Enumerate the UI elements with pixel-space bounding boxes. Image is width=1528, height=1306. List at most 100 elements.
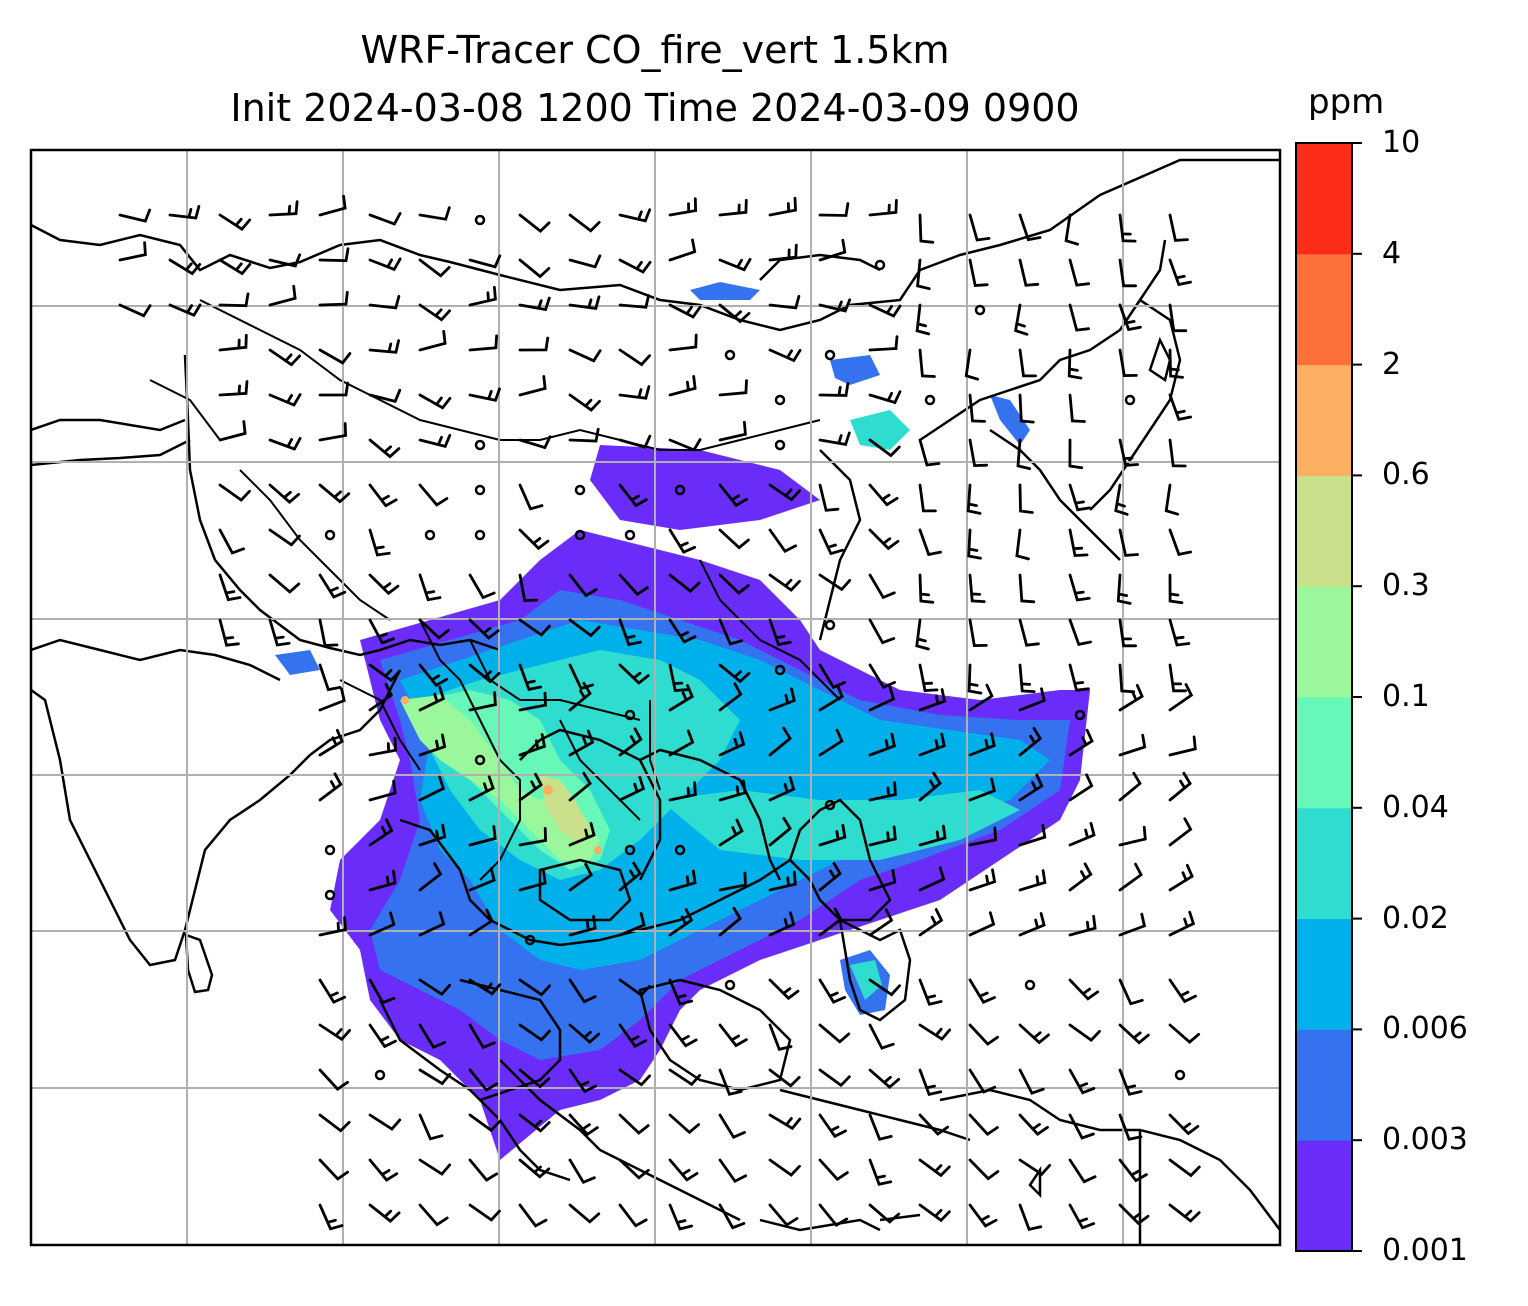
colorbar-swatch xyxy=(1296,364,1352,476)
wind-barb xyxy=(918,573,935,604)
wind-barb xyxy=(1018,726,1043,757)
wind-barb xyxy=(918,978,943,1006)
wind-barb xyxy=(918,688,947,712)
wind-barb xyxy=(718,1158,748,1184)
wind-barb xyxy=(1118,1113,1143,1141)
wind-barb xyxy=(468,908,494,937)
wind-barb xyxy=(618,294,650,309)
wind-barb xyxy=(1018,1068,1045,1095)
wind-barb xyxy=(718,682,743,712)
wind-barb xyxy=(968,868,997,892)
wind-barb xyxy=(1118,213,1137,243)
wind-barb xyxy=(368,911,396,937)
calm-wind-marker xyxy=(474,214,486,226)
wind-barb xyxy=(1168,573,1184,605)
wind-barb xyxy=(868,781,897,802)
wind-barb xyxy=(967,663,983,695)
wind-barb xyxy=(368,257,402,272)
wind-barb xyxy=(768,1113,802,1131)
wind-barb xyxy=(1018,912,1046,937)
wind-barb xyxy=(318,1068,349,1091)
wind-barb xyxy=(368,869,397,892)
wind-barb xyxy=(518,978,551,997)
calm-wind-marker xyxy=(824,799,836,811)
wind-barb xyxy=(1168,910,1196,937)
wind-barb xyxy=(1068,1113,1095,1140)
wind-barb xyxy=(1164,483,1180,516)
calm-wind-marker xyxy=(1074,709,1086,721)
wind-barb xyxy=(868,390,902,405)
calm-wind-marker xyxy=(474,484,486,496)
wind-barb xyxy=(218,333,248,352)
calm-wind-marker xyxy=(924,394,936,406)
wind-barb xyxy=(1114,483,1129,516)
wind-barb xyxy=(668,375,697,397)
calm-wind-marker xyxy=(574,484,586,496)
wind-barb xyxy=(968,826,997,847)
wind-barb xyxy=(968,1203,998,1228)
co-patch-north xyxy=(990,395,1030,445)
wind-barb xyxy=(818,238,847,262)
wind-barb xyxy=(618,258,652,274)
wind-barb xyxy=(418,1158,452,1176)
wind-barb xyxy=(1018,663,1036,693)
colorbar-swatch xyxy=(1296,697,1352,809)
wind-barb xyxy=(418,862,443,892)
colorbar-swatch xyxy=(1296,1140,1352,1252)
wind-barb xyxy=(968,438,988,468)
wind-barb xyxy=(368,573,400,596)
wind-barb xyxy=(968,393,986,423)
calm-wind-marker xyxy=(774,664,786,676)
wind-barb xyxy=(268,573,301,594)
colorbar-swatch xyxy=(1296,586,1352,698)
wind-barb xyxy=(1168,771,1192,802)
wind-barb xyxy=(768,294,801,310)
calm-wind-marker xyxy=(424,529,436,541)
wind-barb xyxy=(668,528,697,554)
wind-barb xyxy=(818,528,844,556)
wind-barb xyxy=(268,483,301,504)
wind-barb xyxy=(868,869,897,892)
wind-barb xyxy=(668,303,702,319)
wind-barb xyxy=(1118,771,1142,802)
wind-barb xyxy=(618,978,651,997)
wind-barb xyxy=(518,1068,551,1089)
wind-barb xyxy=(768,348,802,363)
colorbar-unit-label: ppm xyxy=(1308,82,1385,122)
wind-barb xyxy=(318,422,348,442)
wind-barb xyxy=(1168,528,1192,557)
map-plot-area xyxy=(31,150,1280,1245)
wind-barb xyxy=(1014,303,1029,336)
wind-barb xyxy=(718,731,746,757)
wind-barb xyxy=(318,483,351,504)
wind-barb xyxy=(618,618,642,647)
wind-barb xyxy=(518,296,551,312)
wind-barb xyxy=(1018,1203,1043,1232)
wind-barb xyxy=(518,618,551,637)
wind-barb xyxy=(618,385,651,400)
wind-barb xyxy=(968,1158,1000,1181)
wind-barb xyxy=(1068,528,1089,557)
wind-barb xyxy=(1118,683,1144,712)
wind-barb xyxy=(1018,393,1035,424)
wind-barb xyxy=(768,816,792,847)
wind-barb xyxy=(1016,438,1032,470)
calm-wind-marker xyxy=(724,979,736,991)
wind-barb xyxy=(1116,573,1132,605)
wind-barb xyxy=(818,382,850,397)
wind-barb xyxy=(368,438,401,459)
wind-barb xyxy=(468,1158,499,1182)
wind-barb xyxy=(1168,1113,1200,1136)
wind-barb xyxy=(918,348,936,378)
wind-barb xyxy=(418,303,451,322)
calm-wind-marker xyxy=(874,259,886,271)
wind-barb xyxy=(668,573,701,593)
wind-barb xyxy=(1068,978,1100,1001)
wind-barb xyxy=(768,1068,801,1088)
wind-barb xyxy=(618,1158,650,1180)
colorbar-tick-label: 2 xyxy=(1382,346,1402,382)
wind-barb xyxy=(968,1113,999,1137)
wind-barb xyxy=(218,618,240,647)
colorbar xyxy=(1296,142,1362,1252)
wind-barb xyxy=(218,573,242,602)
